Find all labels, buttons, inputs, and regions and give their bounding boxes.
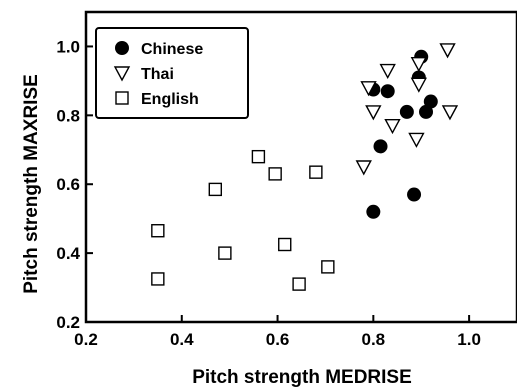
english-data-point [208, 182, 223, 197]
x-tick-label: 1.0 [457, 330, 481, 349]
legend-label-thai: Thai [141, 66, 174, 83]
y-tick-label: 0.4 [56, 244, 80, 263]
y-tick-label: 0.2 [56, 313, 80, 332]
x-tick-label: 0.4 [170, 330, 194, 349]
legend-marker-thai [113, 66, 131, 82]
y-tick-label: 1.0 [56, 37, 80, 56]
legend: Chinese Thai English [95, 27, 249, 119]
thai-data-point [355, 160, 372, 176]
legend-label-chinese: Chinese [141, 41, 203, 58]
x-tick-label: 0.2 [74, 330, 98, 349]
english-data-point [218, 246, 232, 260]
english-data-point [151, 272, 165, 286]
thai-data-point [410, 56, 427, 73]
x-tick-label: 0.8 [362, 330, 386, 349]
chinese-data-point [407, 187, 422, 202]
legend-marker-english [115, 91, 129, 105]
english-data-point [268, 167, 282, 181]
plot-area [84, 10, 517, 324]
english-data-point [321, 260, 335, 274]
legend-marker-chinese [115, 41, 129, 55]
chinese-data-point [366, 204, 381, 219]
thai-data-point [379, 63, 396, 80]
x-axis-title: Pitch strength MEDRISE [192, 367, 412, 387]
thai-data-point [439, 43, 456, 59]
data-points [151, 43, 459, 291]
plot-frame [84, 10, 517, 324]
english-data-point [278, 237, 292, 252]
english-data-point [251, 149, 266, 164]
legend-box [95, 27, 249, 119]
thai-data-point [410, 77, 427, 93]
x-tick-label: 0.6 [266, 330, 290, 349]
chinese-data-point [373, 139, 388, 154]
english-data-point [309, 165, 323, 179]
english-data-point [292, 277, 306, 291]
thai-data-point [441, 105, 459, 121]
y-tick-label: 0.6 [56, 175, 80, 194]
thai-data-point [408, 132, 425, 148]
chinese-data-point [399, 104, 414, 119]
y-axis-title: Pitch strength MAXRISE [21, 74, 42, 294]
thai-data-point [360, 81, 377, 97]
chinese-data-point [380, 84, 395, 99]
thai-data-point [384, 118, 401, 135]
x-axis: 0.2 0.4 0.6 0.8 1.0 [74, 315, 481, 349]
thai-data-point [365, 105, 382, 121]
legend-label-english: English [141, 91, 199, 108]
english-data-point [151, 224, 165, 238]
chinese-data-point [423, 94, 438, 109]
y-tick-label: 0.8 [56, 106, 80, 125]
y-axis: 0.2 0.4 0.6 0.8 1.0 [56, 37, 93, 332]
